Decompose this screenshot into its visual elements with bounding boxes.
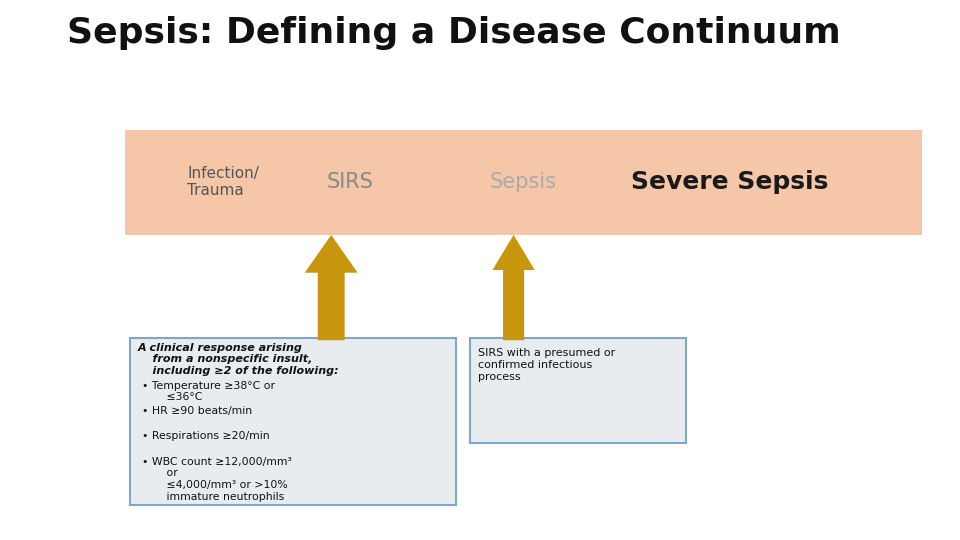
Text: A clinical response arising
    from a nonspecific insult,
    including ≥2 of t: A clinical response arising from a nonsp…	[137, 343, 339, 376]
Text: Sepsis: Sepsis	[490, 172, 557, 192]
Text: Infection/
Trauma: Infection/ Trauma	[187, 166, 259, 198]
Text: SIRS with a presumed or
confirmed infectious
process: SIRS with a presumed or confirmed infect…	[478, 348, 615, 381]
Text: Sepsis: Defining a Disease Continuum: Sepsis: Defining a Disease Continuum	[67, 16, 841, 50]
Text: SIRS: SIRS	[327, 172, 373, 192]
Text: Severe Sepsis: Severe Sepsis	[631, 170, 828, 194]
Bar	[125, 130, 922, 235]
Bar	[470, 338, 686, 443]
Polygon shape	[492, 235, 535, 340]
Text: • WBC count ≥12,000/mm³
       or
       ≤4,000/mm³ or >10%
       immature neut: • WBC count ≥12,000/mm³ or ≤4,000/mm³ or…	[142, 457, 292, 502]
Text: • Temperature ≥38°C or
       ≤36°C: • Temperature ≥38°C or ≤36°C	[142, 381, 276, 402]
Text: • Respirations ≥20/min: • Respirations ≥20/min	[142, 431, 270, 442]
Text: • HR ≥90 beats/min: • HR ≥90 beats/min	[142, 406, 252, 416]
Polygon shape	[304, 235, 357, 340]
Bar	[130, 338, 456, 505]
